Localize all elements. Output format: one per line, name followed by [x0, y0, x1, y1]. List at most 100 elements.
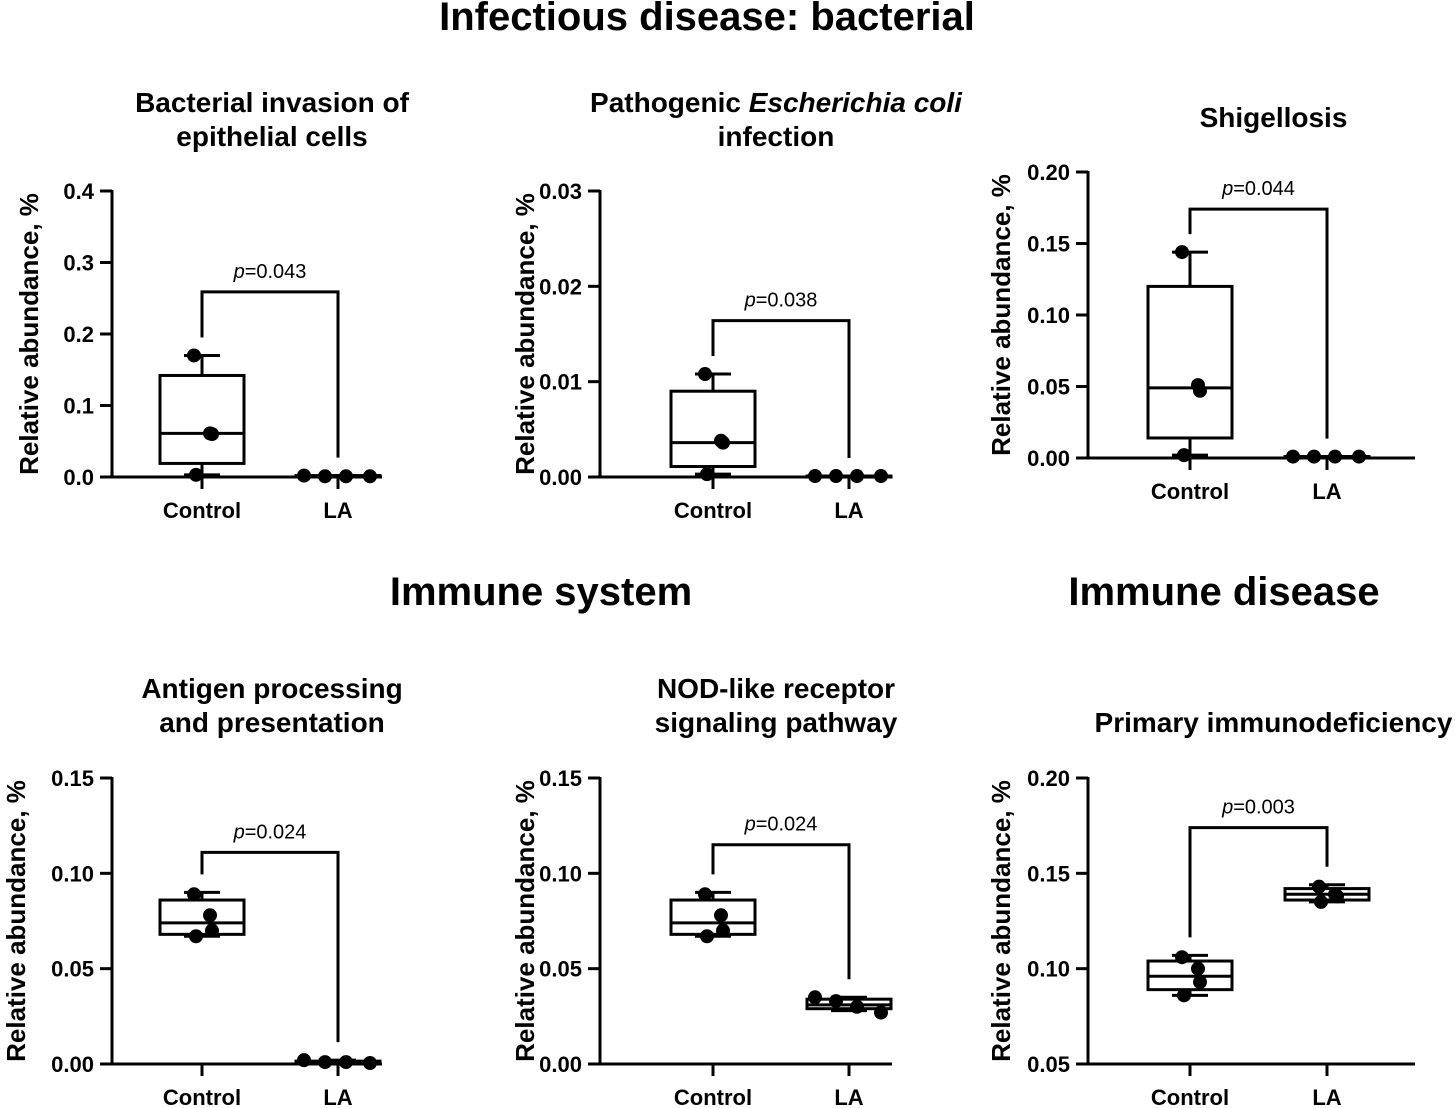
data-point: [187, 348, 201, 363]
data-point: [808, 469, 822, 484]
data-point: [1314, 894, 1328, 909]
significance-bracket: [1188, 207, 1329, 439]
panel-title-segment: Pathogenic: [590, 87, 749, 118]
panel-title-segment: Bacterial invasion of: [135, 87, 410, 118]
y-tick-label: 0.15: [51, 766, 94, 791]
data-point: [1177, 988, 1191, 1003]
y-tick-label: 0.0: [63, 465, 94, 490]
iqr-box: [158, 373, 246, 465]
y-tick-label: 0.00: [51, 1052, 94, 1077]
data-point: [1175, 245, 1189, 260]
data-point: [850, 469, 864, 484]
data-point: [1328, 449, 1342, 464]
data-point: [1330, 889, 1344, 904]
panel-title-segment: signaling pathway: [655, 707, 898, 738]
panel-title-segment: NOD-like receptor: [657, 673, 895, 704]
y-tick-label: 0.00: [1027, 446, 1070, 471]
significance-bracket: [200, 290, 340, 458]
p-symbol: p: [233, 821, 245, 843]
data-point: [829, 994, 843, 1009]
y-tick-label: 0.01: [539, 370, 582, 395]
panel-title-segment: Primary immunodeficiency: [1095, 707, 1453, 738]
p-value: =0.043: [245, 261, 307, 283]
y-tick-label: 0.15: [539, 766, 582, 791]
panel-title-line-2: infection: [718, 121, 835, 152]
y-tick-label: 0.00: [539, 465, 582, 490]
chart-panel-6: Primary immunodeficiency Relative abundan…: [986, 707, 1453, 1108]
box-control: [158, 348, 246, 482]
p-value-label: p=0.003: [1221, 797, 1295, 819]
p-value-label: p=0.038: [744, 290, 818, 312]
box-la: [805, 469, 893, 484]
data-point: [716, 923, 730, 938]
data-point: [874, 469, 888, 484]
data-point: [189, 929, 203, 944]
p-symbol: p: [1221, 178, 1233, 200]
data-point: [698, 887, 712, 902]
x-category-label: LA: [1312, 479, 1341, 504]
box-la: [805, 990, 893, 1020]
x-category-label: Control: [163, 1085, 241, 1108]
data-point: [339, 1055, 353, 1070]
data-point: [297, 468, 311, 483]
data-point: [700, 467, 714, 482]
y-axis-label: Relative abundance, %: [510, 780, 540, 1062]
panel-title-line-1: NOD-like receptor: [657, 673, 895, 704]
data-point: [363, 469, 377, 484]
x-category-label: Control: [1151, 1085, 1229, 1108]
chart-panel-3: Shigellosis Relative abundance, % 0.00 0.05…: [986, 102, 1415, 504]
p-symbol: p: [744, 814, 756, 836]
y-tick-label: 0.20: [1027, 160, 1070, 185]
data-point: [205, 427, 219, 442]
y-tick-label: 0.05: [1027, 375, 1070, 400]
y-tick-label: 0.15: [1027, 861, 1070, 886]
data-point: [700, 929, 714, 944]
panel-title-segment: infection: [718, 121, 835, 152]
y-tick-label: 0.3: [63, 251, 94, 276]
y-tick-label: 0.2: [63, 322, 94, 347]
y-tick-label: 0.10: [51, 861, 94, 886]
y-axis-label: Relative abundance, %: [986, 780, 1016, 1062]
panel-title-line-1: Bacterial invasion of: [135, 87, 410, 118]
section-title-bacterial: Infectious disease: bacterial: [439, 0, 975, 39]
x-category-label: LA: [834, 498, 863, 523]
data-point: [714, 908, 728, 923]
data-point: [1307, 449, 1321, 464]
section-title-immune-disease: Immune disease: [1068, 570, 1379, 614]
box-control: [1146, 950, 1234, 1003]
box-control: [669, 887, 757, 944]
box-la: [294, 1053, 382, 1071]
data-point: [205, 923, 219, 938]
p-value: =0.044: [1233, 178, 1295, 200]
x-category-label: Control: [163, 498, 241, 523]
panel-title-line-1: Primary immunodeficiency: [1095, 707, 1453, 738]
y-tick-label: 0.15: [1027, 232, 1070, 257]
data-point: [850, 999, 864, 1014]
iqr-box: [158, 898, 246, 936]
panel-title-line-1: Pathogenic Escherichia coli: [590, 87, 963, 118]
data-point: [339, 469, 353, 484]
box-control: [669, 367, 757, 482]
panel-title-segment: Shigellosis: [1200, 102, 1348, 133]
y-tick-label: 0.00: [539, 1052, 582, 1077]
y-axis-label: Relative abundance, %: [1, 780, 31, 1062]
y-tick-label: 0.02: [539, 274, 582, 299]
panel-title-segment: and presentation: [159, 707, 385, 738]
panel-title-segment: Antigen processing: [141, 673, 402, 704]
x-category-label: LA: [834, 1085, 863, 1108]
y-tick-label: 0.05: [539, 957, 582, 982]
p-symbol: p: [1221, 797, 1233, 819]
data-point: [318, 1055, 332, 1070]
data-point: [829, 469, 843, 484]
panel-title-line-1: Antigen processing: [141, 673, 402, 704]
iqr-box: [669, 389, 757, 469]
data-point: [203, 908, 217, 923]
p-value-label: p=0.043: [233, 261, 307, 283]
y-tick-label: 0.05: [51, 957, 94, 982]
y-tick-label: 0.10: [1027, 303, 1070, 328]
data-point: [189, 467, 203, 482]
y-axis-label: Relative abundance, %: [14, 193, 44, 475]
